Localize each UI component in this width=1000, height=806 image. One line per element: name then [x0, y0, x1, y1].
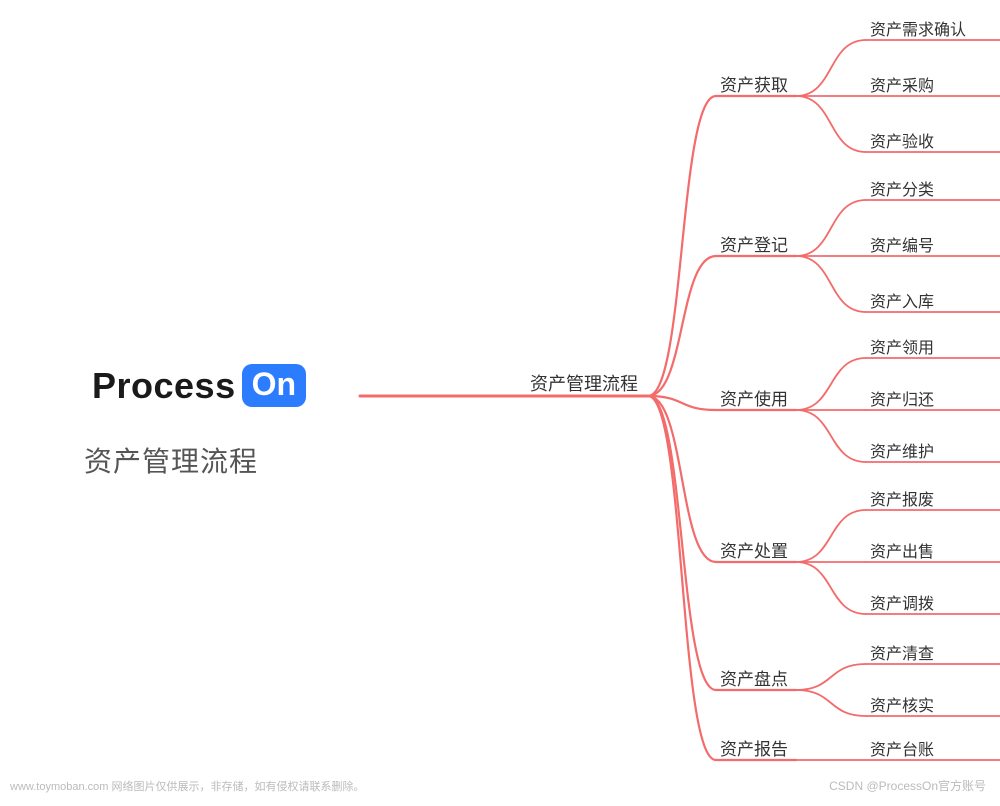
logo-text-on: On: [242, 364, 306, 407]
footer-right: CSDN @ProcessOn官方账号: [829, 777, 986, 794]
logo-subtitle: 资产管理流程: [84, 440, 258, 480]
mindmap-branch-b5: 资产盘点: [720, 665, 788, 690]
mindmap-branch-b1: 资产获取: [720, 71, 788, 96]
mindmap-leaf-c13: 资产清查: [870, 640, 934, 664]
mindmap-leaf-c9: 资产维护: [870, 438, 934, 462]
mindmap-branch-b3: 资产使用: [720, 385, 788, 410]
mindmap-leaf-c3: 资产验收: [870, 128, 934, 152]
footer-left: www.toymoban.com 网络图片仅供展示，非存储，如有侵权请联系删除。: [10, 778, 364, 794]
mindmap-branch-b2: 资产登记: [720, 231, 788, 256]
logo-text-process: Process: [92, 365, 236, 407]
mindmap-leaf-c6: 资产入库: [870, 288, 934, 312]
mindmap-branch-b4: 资产处置: [720, 537, 788, 562]
mindmap-leaf-c8: 资产归还: [870, 386, 934, 410]
logo: Process On: [92, 364, 306, 407]
mindmap-leaf-c12: 资产调拨: [870, 590, 934, 614]
mindmap-leaf-c15: 资产台账: [870, 736, 934, 760]
mindmap-leaf-c5: 资产编号: [870, 232, 934, 256]
mindmap-root: 资产管理流程: [530, 370, 638, 396]
mindmap-leaf-c2: 资产采购: [870, 72, 934, 96]
mindmap-leaf-c11: 资产出售: [870, 538, 934, 562]
mindmap-leaf-c7: 资产领用: [870, 334, 934, 358]
mindmap-leaf-c1: 资产需求确认: [870, 16, 966, 40]
mindmap-branch-b6: 资产报告: [720, 735, 788, 760]
mindmap-leaf-c4: 资产分类: [870, 176, 934, 200]
mindmap-leaf-c14: 资产核实: [870, 692, 934, 716]
mindmap-leaf-c10: 资产报废: [870, 486, 934, 510]
